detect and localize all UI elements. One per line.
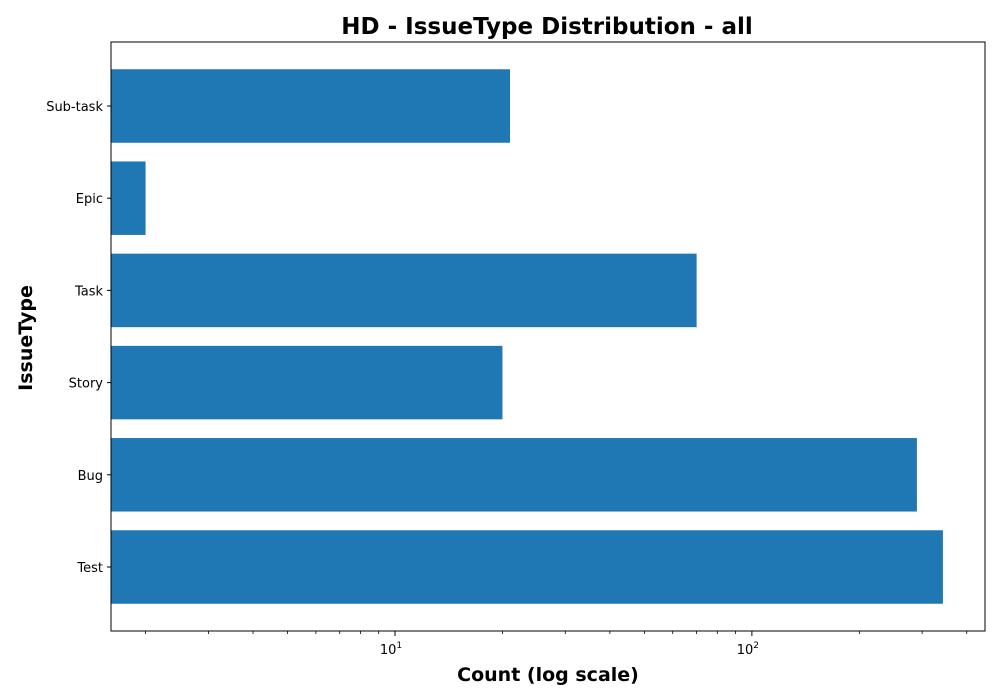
y-tick-label: Task (74, 284, 104, 299)
y-tick-label: Bug (78, 469, 103, 484)
bar-story (111, 345, 503, 420)
y-tick-label: Epic (76, 192, 103, 207)
y-axis-label: IssueType (15, 285, 37, 391)
bars-layer (111, 69, 943, 604)
x-axis-label: Count (log scale) (457, 664, 639, 686)
x-tick-label: 102 (737, 641, 759, 658)
bar-sub-task (111, 69, 511, 143)
bar-epic (111, 161, 146, 235)
bar-test (111, 530, 943, 604)
bar-task (111, 253, 697, 328)
y-tick-label: Test (76, 561, 103, 576)
bar-bug (111, 438, 917, 512)
y-tick-label: Story (69, 377, 104, 392)
plot-frame (110, 41, 986, 632)
chart-title: HD - IssueType Distribution - all (341, 14, 752, 40)
y-tick-label: Sub-task (46, 100, 103, 115)
y-axis-ticks: Sub-task Epic Task Story Bug Test (46, 100, 111, 576)
x-tick-label: 101 (380, 641, 402, 658)
x-axis-ticks: 101 102 (145, 631, 968, 658)
